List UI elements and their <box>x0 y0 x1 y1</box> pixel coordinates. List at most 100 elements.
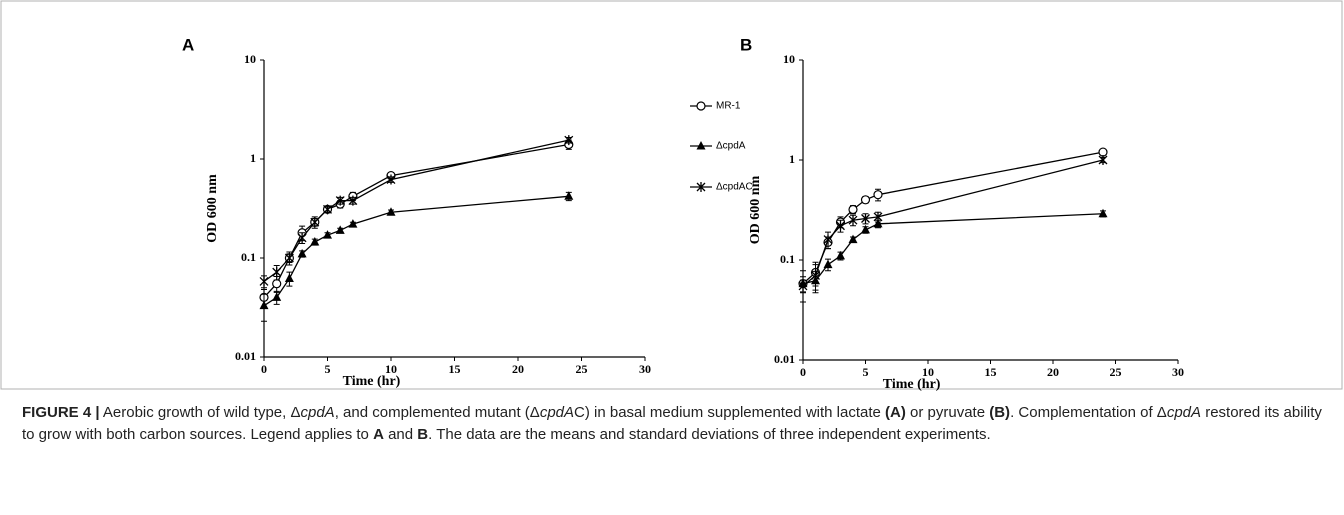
data-point <box>1098 155 1108 165</box>
data-point-shape <box>1098 147 1108 157</box>
data-point-shape <box>348 219 358 228</box>
x-tick-label: 25 <box>576 362 588 376</box>
data-point-shape <box>811 270 820 281</box>
data-point-shape <box>386 174 396 185</box>
y-axis-label: OD 600 nm <box>205 174 220 243</box>
data-point <box>861 213 870 224</box>
data-point <box>348 195 358 206</box>
y-tick-label: 0.1 <box>780 252 795 266</box>
data-point-shape <box>848 215 858 226</box>
data-point-shape <box>284 253 294 263</box>
data-point <box>848 234 858 244</box>
data-point <box>310 237 320 246</box>
data-point-shape <box>861 224 870 234</box>
legend-marker <box>696 141 706 150</box>
series-line <box>263 143 569 298</box>
data-point-shape <box>823 234 833 245</box>
legend-marker-shape <box>696 182 706 192</box>
series-line <box>802 213 1104 285</box>
figure: A 0.01 0.1 1 10 0 5 10 15 20 25 30 Time (hr) OD 600 n… <box>0 0 1343 392</box>
y-tick-label: 0.01 <box>774 352 795 366</box>
data-point <box>272 267 282 278</box>
data-point <box>836 220 845 231</box>
data-point-shape <box>823 259 833 269</box>
x-tick-label: 10 <box>922 365 934 379</box>
data-point-shape <box>1098 155 1108 165</box>
x-tick-label: 5 <box>863 365 869 379</box>
caption-text: and <box>383 426 418 443</box>
data-point <box>823 259 833 269</box>
data-point <box>564 191 574 200</box>
data-point-shape <box>836 250 845 260</box>
data-point <box>335 195 345 206</box>
panel-label: A <box>182 35 194 54</box>
data-point <box>323 230 332 239</box>
data-point-shape <box>564 191 574 200</box>
data-point-shape <box>798 280 808 291</box>
legend-label: ΔcpdAC <box>716 182 753 193</box>
data-point-shape <box>297 248 307 258</box>
series-line <box>263 195 569 307</box>
data-point-shape <box>272 267 282 278</box>
y-axis-label: OD 600 nm <box>748 175 763 244</box>
caption-text: Aerobic growth of wild type, Δ <box>99 404 301 421</box>
x-tick-label: 0 <box>800 365 806 379</box>
x-axis-label: Time (hr) <box>883 377 941 392</box>
data-point-shape <box>272 279 282 289</box>
data-point <box>284 273 294 283</box>
y-tick-label: 0.01 <box>235 349 256 363</box>
y-tick-label: 10 <box>244 52 256 66</box>
data-point <box>259 276 269 287</box>
data-point <box>310 217 320 228</box>
y-tick-label: 10 <box>783 52 795 66</box>
data-point <box>873 211 883 222</box>
legend-marker-shape <box>696 101 706 111</box>
caption-text: cpdA <box>300 404 335 421</box>
caption: FIGURE 4 | Aerobic growth of wild type, … <box>22 402 1322 446</box>
data-point <box>848 215 858 226</box>
caption-text: or pyruvate <box>905 404 990 421</box>
data-point-shape <box>310 237 320 246</box>
data-point <box>272 292 282 301</box>
y-tick-label: 1 <box>789 152 795 166</box>
data-point <box>1098 208 1108 218</box>
caption-text: A <box>373 426 384 443</box>
data-point <box>297 232 307 243</box>
caption-text: . The data are the means and standard de… <box>428 426 991 443</box>
data-point-shape <box>335 195 345 206</box>
x-tick-label: 30 <box>639 362 651 376</box>
data-point-shape <box>873 211 883 222</box>
caption-text: (B) <box>989 404 1011 421</box>
panel-label: B <box>740 35 752 54</box>
data-point-shape <box>564 135 574 146</box>
data-point-shape <box>259 300 269 310</box>
legend-label: ΔcpdA <box>716 141 746 152</box>
caption-label: FIGURE 4 | <box>22 404 100 421</box>
series-line <box>802 159 1104 287</box>
data-point <box>259 300 269 310</box>
data-point <box>386 207 396 216</box>
data-point <box>284 253 294 263</box>
data-point-shape <box>860 195 871 205</box>
data-point-shape <box>323 230 332 239</box>
data-point <box>860 195 871 205</box>
x-tick-label: 20 <box>512 362 524 376</box>
x-axis-label: Time (hr) <box>343 374 401 389</box>
data-point <box>272 279 282 289</box>
data-point <box>848 204 858 215</box>
caption-text: , and complemented mutant (Δ <box>334 404 540 421</box>
x-tick-label: 25 <box>1110 365 1122 379</box>
caption-text: C) in basal medium supplemented with lac… <box>574 404 886 421</box>
series-line <box>263 139 569 282</box>
x-tick-label: 15 <box>985 365 997 379</box>
data-point-shape <box>873 218 883 228</box>
x-tick-label: 20 <box>1047 365 1059 379</box>
caption-text: B <box>417 426 429 443</box>
legend-label: MR-1 <box>716 101 741 112</box>
x-tick-label: 30 <box>1172 365 1184 379</box>
data-point-shape <box>272 292 282 301</box>
x-tick-label: 15 <box>449 362 461 376</box>
data-point <box>811 270 820 281</box>
data-point-shape <box>284 273 294 283</box>
legend-marker <box>696 182 706 192</box>
